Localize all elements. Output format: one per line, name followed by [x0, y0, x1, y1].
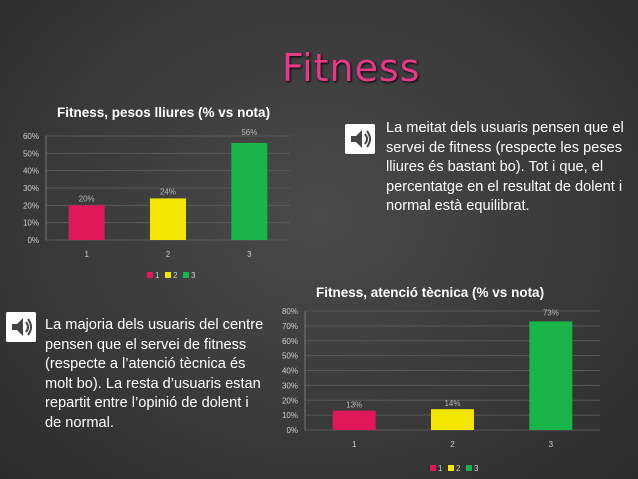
- x-tick-label: 3: [549, 440, 554, 449]
- legend-swatch: [165, 272, 171, 278]
- bar: [431, 409, 474, 430]
- y-tick-label: 10%: [282, 411, 298, 420]
- y-tick-label: 0%: [27, 236, 39, 245]
- y-tick-label: 10%: [23, 219, 39, 228]
- x-tick-label: 3: [247, 250, 252, 259]
- legend-label: 1: [155, 271, 160, 280]
- data-label: 56%: [241, 128, 257, 137]
- legend-swatch: [430, 465, 436, 471]
- y-tick-label: 80%: [282, 307, 298, 316]
- x-tick-label: 2: [450, 440, 455, 449]
- speaker-icon: [6, 312, 36, 342]
- data-label: 13%: [346, 401, 362, 410]
- legend-label: 1: [438, 464, 443, 473]
- y-tick-label: 20%: [23, 201, 39, 210]
- y-tick-label: 30%: [23, 184, 39, 193]
- data-label: 20%: [79, 194, 95, 203]
- y-tick-label: 60%: [23, 132, 39, 141]
- chart2-title: Fitness, atenció tècnica (% vs nota): [316, 285, 545, 300]
- chart1: 0% 10% 20% 30% 40% 50% 60% 20% 1 24% 2 56% 3 1 2 3: [23, 128, 290, 280]
- bar: [68, 205, 105, 240]
- legend-swatch: [183, 272, 189, 278]
- legend-label: 2: [456, 464, 461, 473]
- y-tick-label: 0%: [286, 426, 298, 435]
- y-tick-label: 50%: [282, 352, 298, 361]
- y-tick-label: 50%: [23, 149, 39, 158]
- data-label: 24%: [160, 187, 176, 196]
- x-tick-label: 2: [166, 250, 171, 259]
- bar: [529, 321, 573, 430]
- y-tick-label: 60%: [282, 337, 298, 346]
- legend-label: 2: [173, 271, 178, 280]
- x-tick-label: 1: [352, 440, 357, 449]
- y-tick-label: 40%: [282, 367, 298, 376]
- chart2: 0% 10% 20% 30% 40% 50% 60% 70% 80% 13% 1 14% 2 73% 3 1 2…: [282, 307, 600, 473]
- legend-swatch: [147, 272, 153, 278]
- commentary-bottom: La majoria dels usuaris del centre pense…: [45, 317, 264, 431]
- slide-title: Fitness: [282, 46, 421, 90]
- chart1-title: Fitness, pesos lliures (% vs nota): [57, 105, 271, 120]
- commentary-top: La meitat dels usuaris pensen que el ser…: [386, 120, 624, 214]
- legend-swatch: [466, 465, 472, 471]
- legend-label: 3: [474, 464, 479, 473]
- data-label: 73%: [543, 308, 559, 317]
- data-label: 14%: [444, 399, 460, 408]
- bar: [150, 198, 186, 240]
- speaker-icon: [345, 124, 375, 154]
- y-tick-label: 30%: [282, 381, 298, 390]
- y-tick-label: 40%: [23, 167, 39, 176]
- y-tick-label: 20%: [282, 396, 298, 405]
- legend-swatch: [448, 465, 454, 471]
- legend-label: 3: [191, 271, 196, 280]
- x-tick-label: 1: [84, 250, 89, 259]
- bar: [231, 142, 268, 240]
- bar: [332, 410, 376, 430]
- y-tick-label: 70%: [282, 322, 298, 331]
